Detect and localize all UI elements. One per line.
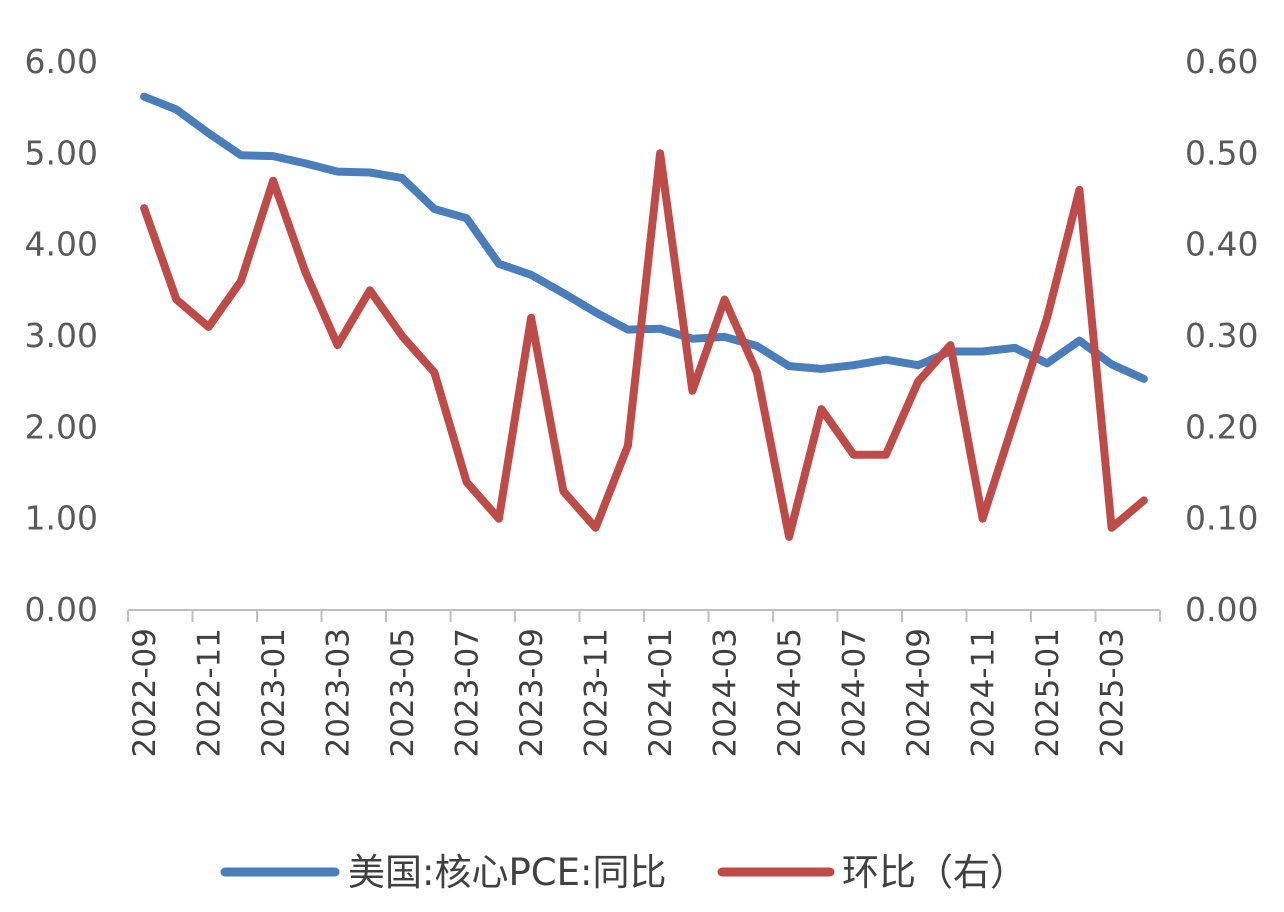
right-y-tick-label: 0.30 [1185,316,1258,355]
right-y-tick-label: 0.10 [1185,499,1258,538]
left-y-tick-label: 3.00 [25,316,98,355]
x-tick-label: 2024-01 [643,628,679,758]
legend-label-2: 环比（右） [842,851,1027,894]
left-y-axis: 0.00 1.00 2.00 3.00 4.00 5.00 6.00 [25,42,98,629]
right-y-tick-label: 0.50 [1185,133,1258,172]
series-layer [140,92,1148,541]
series-line-2 [140,149,1148,541]
left-y-tick-label: 6.00 [25,42,98,81]
x-tick-label: 2025-01 [1030,628,1066,758]
left-y-tick-label: 0.00 [25,590,98,629]
x-tick-label: 2022-11 [192,628,228,758]
right-y-tick-label: 0.20 [1185,407,1258,446]
left-y-tick-label: 1.00 [25,499,98,538]
x-axis: 2022-09 2022-11 2023-01 2023-03 2023-05 2023-… [127,609,1161,758]
legend: 美国:核心PCE:同比 环比（右） [220,851,1027,894]
right-y-axis: 0.00 0.10 0.20 0.30 0.40 0.50 0.60 [1185,42,1258,629]
right-y-tick-label: 0.40 [1185,225,1258,264]
x-tick-label: 2023-05 [385,628,421,758]
x-tick-label: 2023-11 [579,628,615,758]
x-tick-label: 2022-09 [127,628,163,758]
x-tick-label: 2024-11 [966,628,1002,758]
x-tick-label: 2024-03 [708,628,744,758]
x-tick-label: 2023-03 [321,628,357,758]
x-tick-label: 2024-05 [772,628,808,758]
x-tick-label: 2023-09 [514,628,550,758]
left-y-tick-label: 5.00 [25,133,98,172]
left-y-tick-label: 4.00 [25,225,98,264]
legend-label-1: 美国:核心PCE:同比 [348,851,666,894]
x-tick-label: 2023-01 [256,628,292,758]
x-tick-label: 2024-07 [837,628,873,758]
x-tick-label: 2024-09 [901,628,937,758]
x-tick-label: 2025-03 [1095,628,1131,758]
left-y-tick-label: 2.00 [25,407,98,446]
x-tick-label: 2023-07 [450,628,486,758]
right-y-tick-label: 0.00 [1185,590,1258,629]
right-y-tick-label: 0.60 [1185,42,1258,81]
